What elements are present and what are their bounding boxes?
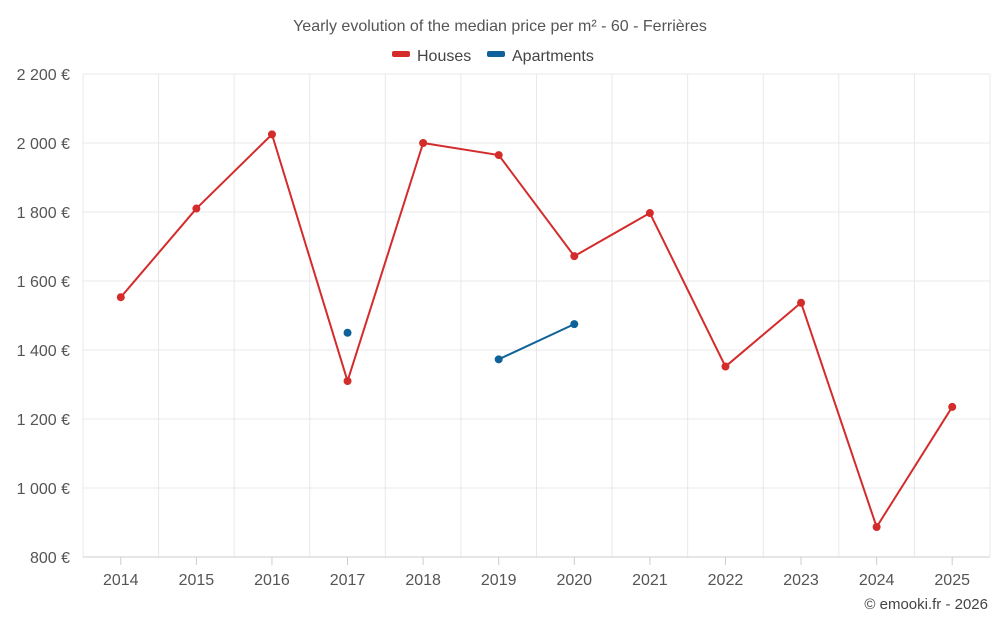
legend-swatch-apartments <box>487 51 505 57</box>
x-tick-label: 2019 <box>481 572 517 589</box>
x-tick-label: 2018 <box>405 572 441 589</box>
x-tick-label: 2024 <box>859 572 895 589</box>
x-tick-label: 2021 <box>632 572 668 589</box>
data-point-apartments-2020[interactable] <box>570 320 579 329</box>
x-tick-label: 2017 <box>330 572 366 589</box>
data-point-houses-2018[interactable] <box>419 139 428 147</box>
legend: Houses Apartments <box>392 48 594 65</box>
y-tick-label: 1 600 € <box>17 274 70 291</box>
data-point-houses-2021[interactable] <box>645 209 654 218</box>
data-point-houses-2023[interactable] <box>797 298 806 307</box>
data-point-houses-2016[interactable] <box>267 130 276 139</box>
data-point-houses-2019[interactable] <box>494 151 503 160</box>
data-point-apartments-2019[interactable] <box>494 355 503 364</box>
data-point-apartments-2017[interactable] <box>343 328 352 337</box>
x-tick-label: 2020 <box>556 572 592 589</box>
grid <box>82 73 991 558</box>
data-point-houses-2022[interactable] <box>721 362 730 371</box>
y-axis: 800 € 1 000 € 1 200 € 1 400 € 1 600 € 1 800 €… <box>17 67 70 567</box>
x-tick-label: 2016 <box>254 572 290 589</box>
y-tick-label: 800 € <box>30 550 70 567</box>
series-layer <box>116 130 957 531</box>
y-tick-label: 2 200 € <box>17 67 70 84</box>
credit-text: © emooki.fr - 2026 <box>864 596 988 613</box>
data-point-houses-2017[interactable] <box>343 377 352 386</box>
y-tick-label: 1 800 € <box>17 205 70 222</box>
x-tick-label: 2023 <box>783 572 819 589</box>
legend-label-houses: Houses <box>417 48 471 65</box>
series-line-houses <box>120 133 954 528</box>
x-axis: 2014 2015 2016 2017 2018 2019 2020 2021 2022 2023… <box>83 556 990 589</box>
data-point-houses-2014[interactable] <box>116 293 125 302</box>
x-tick-label: 2015 <box>179 572 215 589</box>
legend-label-apartments: Apartments <box>512 48 594 65</box>
y-tick-label: 2 000 € <box>17 136 70 153</box>
y-tick-label: 1 400 € <box>17 343 70 360</box>
x-tick-label: 2014 <box>103 572 139 589</box>
chart-title: Yearly evolution of the median price per… <box>293 18 707 35</box>
y-tick-label: 1 000 € <box>17 481 70 498</box>
series-line-apartments <box>498 323 575 361</box>
data-point-houses-2015[interactable] <box>192 204 201 213</box>
legend-item-apartments[interactable]: Apartments <box>487 48 594 65</box>
x-tick-label: 2025 <box>934 572 970 589</box>
y-tick-label: 1 200 € <box>17 412 70 429</box>
legend-swatch-houses <box>392 51 410 57</box>
legend-item-houses[interactable]: Houses <box>392 48 471 65</box>
data-point-houses-2020[interactable] <box>570 252 579 261</box>
x-tick-label: 2022 <box>708 572 744 589</box>
data-point-houses-2025[interactable] <box>948 402 957 411</box>
data-point-houses-2024[interactable] <box>872 522 881 531</box>
